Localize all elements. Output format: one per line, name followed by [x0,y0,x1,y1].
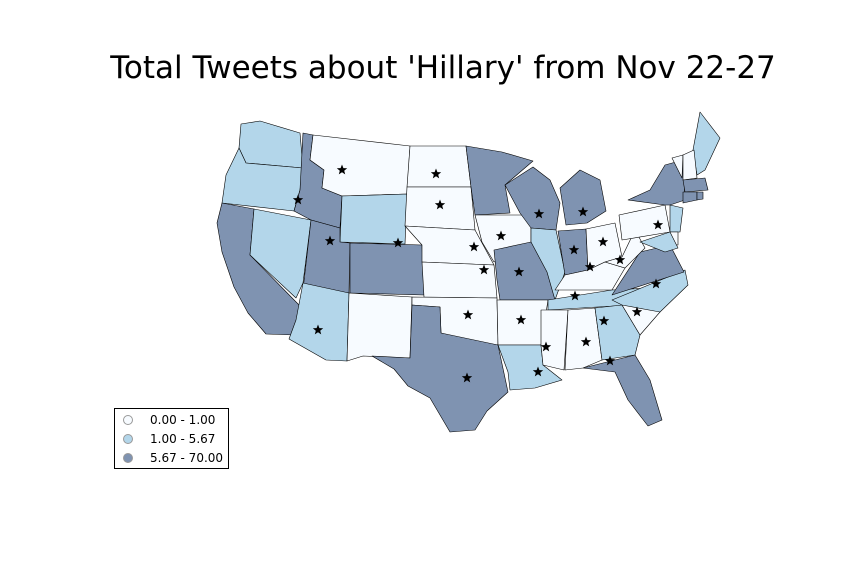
state-co [349,242,425,296]
star-marker-nc [650,278,662,289]
star-marker-tx [461,372,473,383]
legend-item-low: 0.00 - 1.00 [123,411,215,429]
star-marker-ne [468,241,480,252]
state-ms [540,309,569,371]
legend-swatch-low [123,415,133,425]
star-marker-ia [495,230,507,241]
state-mn [465,145,534,216]
star-marker-az [312,324,324,335]
legend-item-high: 5.67 - 70.00 [123,449,223,467]
state-ma [682,177,709,193]
state-wy [339,193,408,245]
star-marker-sd [434,199,446,210]
star-marker-mt [336,164,348,175]
star-marker-ar [515,314,527,325]
state-nh [682,149,698,181]
map-title: Total Tweets about 'Hillary' from Nov 22… [110,50,776,86]
map-legend: 0.00 - 1.00 1.00 - 5.67 5.67 - 70.00 [114,408,229,469]
star-marker-pa [652,219,664,230]
legend-swatch-mid [123,434,133,444]
star-marker-ga [598,315,610,326]
legend-item-mid: 1.00 - 5.67 [123,430,215,448]
star-marker-nd [430,168,442,179]
state-vt [671,154,684,179]
state-nj [669,204,684,233]
star-marker-sc [631,306,643,317]
star-marker-oh [597,236,609,247]
state-wa [238,120,304,169]
star-marker-ok [462,309,474,320]
state-nd [406,145,472,188]
state-mt [309,134,411,197]
state-nm [346,292,413,362]
star-marker-tn [569,290,581,301]
state-fl [582,354,663,427]
state-ga [594,304,641,361]
legend-swatch-high [123,453,133,463]
star-marker-fl [604,355,616,366]
state-sd [404,186,476,231]
star-marker-ms [540,341,552,352]
state-wi [504,166,561,231]
star-marker-wv [614,254,626,265]
state-md [639,231,679,253]
star-marker-mo [513,266,525,277]
star-marker-ut [324,235,336,246]
state-ri [696,191,704,201]
state-nv [249,208,312,299]
state-ks [421,261,498,299]
star-marker-al [580,336,592,347]
star-marker-id [292,194,304,205]
star-marker-co [392,237,404,248]
state-az [288,282,350,362]
star-marker-mi [577,206,589,217]
state-tx [371,304,509,433]
state-mi [559,169,607,226]
star-marker-la [532,366,544,377]
state-me [692,111,721,176]
state-ct [682,191,698,204]
star-marker-ky [584,261,596,272]
star-marker-wi [533,208,545,219]
star-marker-in [568,244,580,255]
state-al [564,307,603,371]
star-marker-ks [478,264,490,275]
